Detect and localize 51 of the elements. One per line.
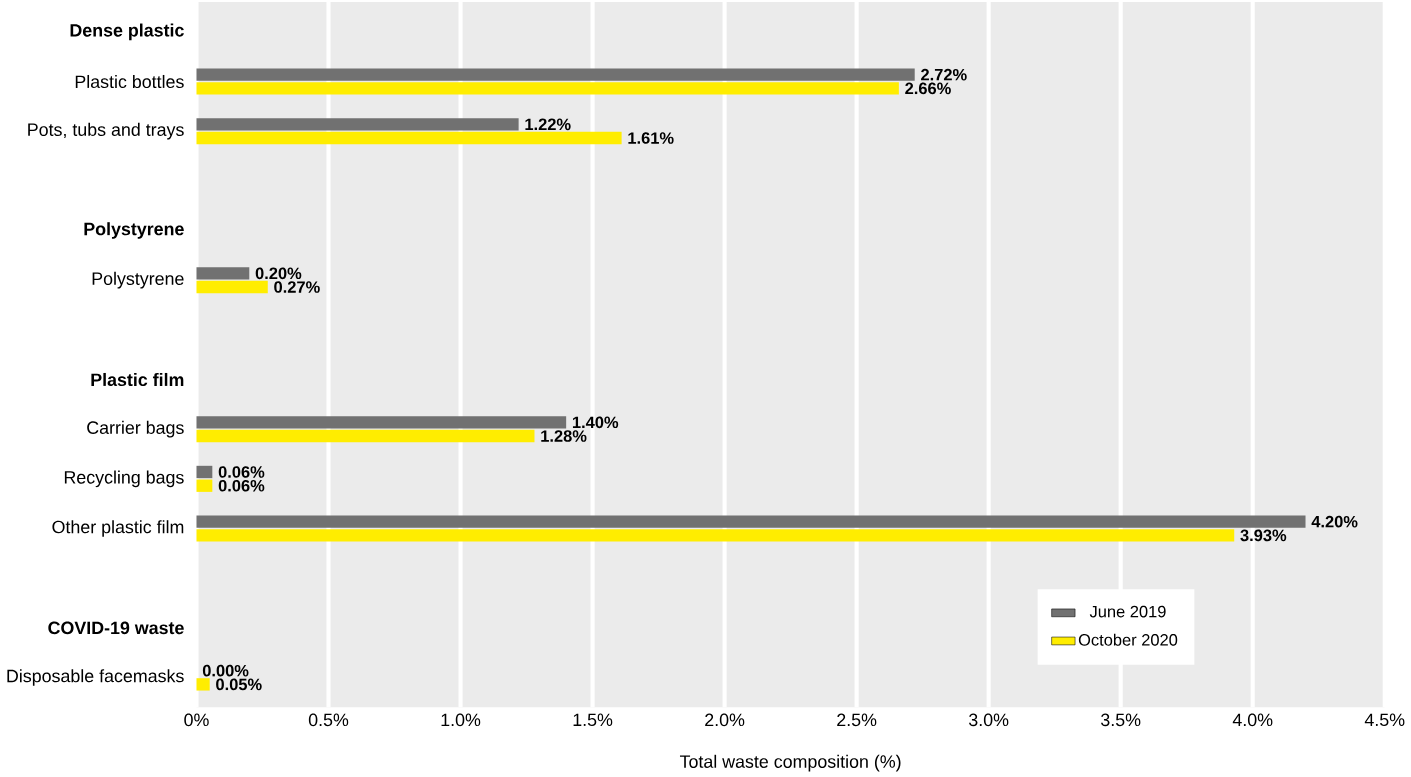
- x-tick-label: 2.5%: [837, 713, 877, 726]
- x-tick-label: 4.5%: [1364, 713, 1405, 726]
- bar: [196, 529, 1235, 542]
- bar: [196, 429, 535, 443]
- bar: [196, 131, 622, 145]
- y-tick-label: Carrier bags: [87, 420, 184, 438]
- data-label: 1.22%: [525, 118, 571, 130]
- x-tick-label: 1.0%: [441, 713, 481, 726]
- x-tick-label: 0.5%: [308, 713, 349, 726]
- data-label: 0.20%: [255, 267, 302, 279]
- x-tick-label: 3.0%: [969, 713, 1009, 726]
- data-label: 1.28%: [541, 430, 587, 442]
- data-label: 0.00%: [202, 664, 249, 677]
- x-tick-label: 3.5%: [1101, 713, 1141, 726]
- bar: [196, 479, 213, 492]
- bar: [196, 117, 519, 131]
- bar: [196, 266, 250, 280]
- x-axis-title: Total waste composition (%): [679, 754, 901, 772]
- y-tick-label: Disposable facemasks: [7, 669, 184, 686]
- y-tick-label: Dense plastic: [70, 23, 184, 40]
- data-label: 4.20%: [1311, 515, 1358, 528]
- bar: [196, 280, 268, 294]
- bar: [196, 68, 915, 81]
- bar: [196, 678, 210, 691]
- y-tick-label: Recycling bags: [64, 470, 184, 487]
- legend-label: June 2019: [1089, 605, 1166, 618]
- data-label: 0.06%: [218, 479, 265, 492]
- data-label: 3.93%: [1240, 529, 1287, 542]
- y-tick-label: Other plastic film: [52, 520, 184, 537]
- y-tick-label: COVID-19 waste: [48, 621, 184, 634]
- bar: [196, 465, 213, 478]
- bar: [196, 82, 899, 95]
- x-tick-label: 1.5%: [573, 713, 613, 726]
- data-label: 0.05%: [216, 678, 262, 691]
- y-tick-label: Polystyrene: [92, 271, 184, 289]
- data-label: 2.72%: [921, 68, 967, 81]
- legend-label: October 2020: [1078, 633, 1178, 646]
- y-tick-label: Plastic bottles: [75, 74, 184, 88]
- data-label: 0.06%: [218, 466, 265, 478]
- data-label: 2.66%: [905, 82, 951, 95]
- y-tick-label: Plastic film: [91, 372, 184, 386]
- data-label: 0.27%: [274, 281, 320, 293]
- y-tick-label: Pots, tubs and trays: [28, 122, 184, 140]
- y-tick-label: Polystyrene: [84, 222, 184, 239]
- bar: [196, 415, 567, 429]
- x-tick-label: 4.0%: [1232, 713, 1273, 726]
- x-tick-label: 2.0%: [705, 713, 745, 726]
- bar: [196, 515, 1306, 528]
- data-label: 1.61%: [628, 132, 674, 144]
- data-label: 1.40%: [572, 416, 619, 428]
- x-tick-label: 0%: [184, 713, 209, 726]
